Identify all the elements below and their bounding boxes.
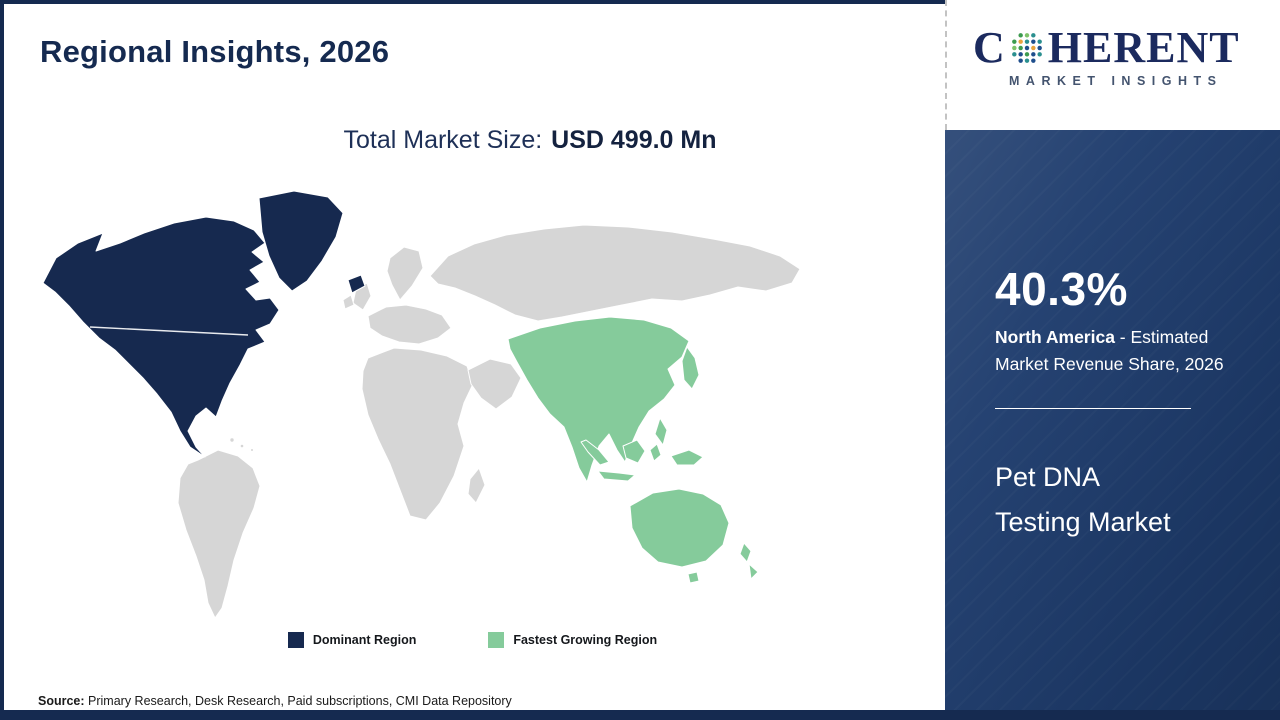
stat-region: North America bbox=[995, 327, 1115, 347]
region-europe bbox=[367, 304, 452, 345]
left-border bbox=[0, 0, 4, 712]
region-caribbean-island bbox=[239, 443, 245, 449]
legend-label-dominant: Dominant Region bbox=[312, 633, 417, 647]
brand-wordmark: C HERENT bbox=[973, 26, 1280, 70]
sidebar: 40.3% North America - Estimated Market R… bbox=[945, 130, 1280, 710]
region-asia-pacific bbox=[507, 316, 690, 483]
stat-description: North America - Estimated Market Revenue… bbox=[995, 324, 1245, 378]
legend-swatch-fastest-growing bbox=[488, 632, 505, 648]
brand-letter-c: C bbox=[973, 23, 1006, 72]
sidebar-content: 40.3% North America - Estimated Market R… bbox=[945, 130, 1280, 544]
region-greenland bbox=[258, 190, 344, 292]
region-sulawesi bbox=[649, 443, 662, 462]
region-north-america bbox=[42, 216, 280, 458]
region-scandinavia bbox=[386, 246, 424, 301]
region-japan bbox=[681, 346, 700, 390]
world-map-svg bbox=[42, 190, 801, 619]
stat-rest: - Estimated Market Revenue Share, 2026 bbox=[995, 327, 1224, 375]
region-south-america bbox=[177, 449, 261, 619]
world-map bbox=[38, 188, 818, 628]
globe-icon bbox=[1008, 29, 1046, 67]
market-name-line2: Testing Market bbox=[995, 506, 1171, 537]
bottom-border bbox=[0, 710, 1280, 720]
legend-item-dominant: Dominant Region bbox=[287, 632, 417, 648]
market-name-line1: Pet DNA bbox=[995, 462, 1101, 493]
region-caribbean-island bbox=[250, 448, 254, 452]
region-new-zealand-south bbox=[748, 563, 759, 580]
legend-label-fastest-growing: Fastest Growing Region bbox=[513, 633, 658, 647]
legend: Dominant Region Fastest Growing Region bbox=[0, 632, 945, 648]
region-middle-east bbox=[467, 358, 522, 410]
region-caribbean-island bbox=[229, 437, 235, 443]
source-label: Source: bbox=[38, 694, 85, 708]
region-tasmania bbox=[687, 571, 700, 584]
source-note: Source: Primary Research, Desk Research,… bbox=[38, 694, 512, 708]
region-borneo bbox=[622, 439, 646, 464]
brand-logo: C HERENT MARKET INSIGHTS bbox=[945, 0, 1280, 130]
region-ireland bbox=[342, 294, 355, 310]
us-canada-border-line bbox=[89, 326, 249, 336]
top-border bbox=[0, 0, 945, 4]
region-africa bbox=[361, 347, 474, 521]
market-name: Pet DNA Testing Market bbox=[995, 455, 1242, 544]
region-java bbox=[597, 470, 636, 482]
region-philippines bbox=[654, 417, 668, 446]
source-text: Primary Research, Desk Research, Paid su… bbox=[88, 694, 512, 708]
market-size-label: Total Market Size: bbox=[343, 126, 543, 154]
region-iceland bbox=[347, 274, 366, 294]
legend-item-fastest-growing: Fastest Growing Region bbox=[488, 632, 657, 648]
stat-value: 40.3% bbox=[995, 263, 1128, 315]
legend-swatch-dominant bbox=[287, 632, 304, 648]
region-new-guinea bbox=[670, 449, 704, 466]
market-size-value: USD 499.0 Mn bbox=[551, 126, 717, 154]
market-size-title: Total Market Size: USD 499.0 Mn bbox=[110, 126, 950, 155]
region-australia bbox=[629, 488, 730, 568]
region-sumatra bbox=[580, 439, 610, 466]
region-new-zealand-north bbox=[739, 542, 752, 563]
page-title: Regional Insights, 2026 bbox=[40, 34, 390, 69]
region-russia-north-asia bbox=[429, 224, 801, 322]
brand-subtitle: MARKET INSIGHTS bbox=[1009, 74, 1223, 88]
main-panel: Regional Insights, 2026 Total Market Siz… bbox=[0, 34, 945, 708]
divider bbox=[995, 408, 1191, 410]
brand-letters-herent: HERENT bbox=[1047, 23, 1240, 72]
region-madagascar bbox=[467, 467, 486, 504]
